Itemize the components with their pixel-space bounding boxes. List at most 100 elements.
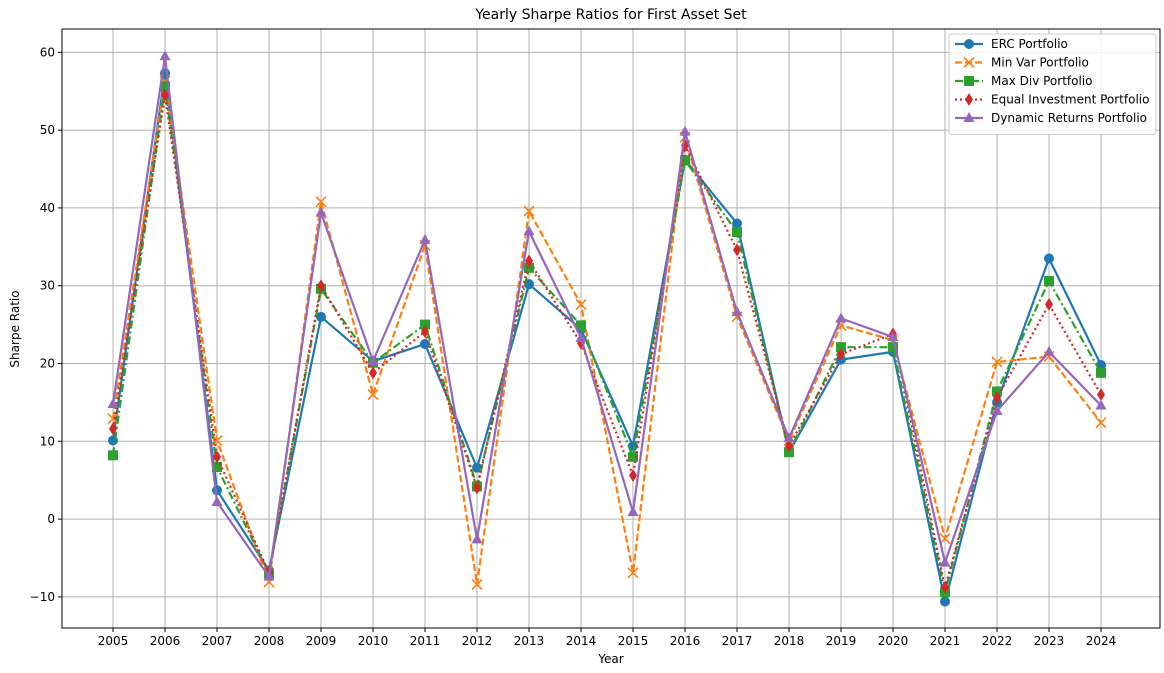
data-point (317, 279, 325, 293)
x-tick-label: 2012 (462, 634, 493, 648)
series-5 (107, 50, 1107, 581)
data-point (629, 469, 637, 483)
legend-marker (963, 56, 975, 69)
series-1 (108, 68, 1106, 607)
x-tick-label: 2015 (618, 634, 649, 648)
x-tick-label: 2009 (306, 634, 337, 648)
data-point (1044, 276, 1054, 287)
data-point (1097, 388, 1105, 402)
data-point (107, 397, 119, 408)
data-point (108, 450, 118, 461)
legend-label: Max Div Portfolio (991, 74, 1092, 88)
x-tick-label: 2014 (566, 634, 597, 648)
data-point (263, 570, 275, 581)
data-point (575, 331, 587, 342)
data-point (941, 581, 949, 595)
data-point (161, 88, 169, 102)
series-line (111, 72, 1102, 603)
series-4 (109, 88, 1105, 595)
x-tick-label: 2021 (930, 634, 961, 648)
data-point (316, 311, 326, 322)
data-point (523, 225, 535, 236)
y-tick-label: 60 (40, 45, 55, 59)
data-point (420, 319, 430, 330)
legend-label: Min Var Portfolio (991, 56, 1089, 70)
series-line (111, 80, 1102, 586)
y-tick-label: −10 (30, 590, 55, 604)
data-point (211, 495, 223, 506)
data-point (836, 342, 846, 353)
data-point (212, 461, 222, 472)
legend: ERC Portfolio Min Var Portfolio Max Div Po… (948, 33, 1157, 135)
chart-title: Yearly Sharpe Ratios for First Asset Set (474, 7, 747, 23)
x-tick-label: 2022 (982, 634, 1013, 648)
legend-marker (965, 93, 973, 106)
series-2 (107, 75, 1107, 591)
x-tick-label: 2016 (670, 634, 701, 648)
data-point (1045, 297, 1053, 311)
data-point (835, 312, 847, 323)
data-point (991, 356, 1003, 368)
data-point (679, 125, 691, 136)
x-tick-label: 2019 (826, 634, 857, 648)
data-point (627, 567, 639, 579)
data-point (733, 243, 741, 257)
data-point (732, 218, 742, 229)
legend-item: Max Div Portfolio (955, 74, 1092, 88)
x-tick-label: 2010 (358, 634, 389, 648)
data-point (991, 404, 1003, 415)
data-point (524, 262, 534, 273)
data-point (575, 298, 587, 310)
legend-item: Equal Investment Portfolio (955, 93, 1149, 107)
x-tick-label: 2008 (254, 634, 285, 648)
data-point (367, 389, 379, 401)
data-point (107, 413, 119, 425)
y-tick-label: 30 (40, 279, 55, 293)
data-point (159, 50, 171, 61)
series-line (111, 85, 1102, 594)
data-point (471, 578, 483, 591)
data-point (420, 339, 430, 350)
data-point (783, 432, 795, 443)
data-point (471, 533, 483, 544)
legend-marker (963, 112, 975, 122)
x-axis-label: Year (597, 652, 623, 666)
legend-item: Dynamic Returns Portfolio (955, 111, 1147, 125)
data-point (939, 556, 951, 567)
data-point (421, 325, 429, 339)
y-tick-label: 0 (47, 512, 55, 526)
x-tick-label: 2006 (150, 634, 181, 648)
data-point (525, 254, 533, 268)
series-3 (108, 81, 1106, 598)
y-tick-label: 20 (40, 357, 55, 371)
y-tick-label: 50 (40, 123, 55, 137)
legend-frame (948, 33, 1157, 135)
y-tick-label: 10 (40, 434, 55, 448)
x-tick-label: 2017 (722, 634, 753, 648)
series-line (111, 94, 1102, 589)
data-point (628, 451, 638, 462)
data-point (1096, 367, 1106, 378)
data-point (160, 81, 170, 92)
legend-label: ERC Portfolio (991, 37, 1068, 51)
data-point (627, 506, 639, 517)
data-point (315, 206, 327, 217)
legend-item: Min Var Portfolio (955, 56, 1089, 70)
x-tick-label: 2020 (878, 634, 909, 648)
data-point (680, 155, 690, 166)
data-point (213, 450, 221, 464)
data-point (732, 227, 742, 238)
data-point (419, 233, 431, 244)
series-line (111, 55, 1102, 578)
data-point (939, 532, 951, 545)
data-point (576, 320, 586, 331)
x-tick-label: 2024 (1086, 634, 1117, 648)
data-point (1095, 399, 1107, 410)
x-tick-label: 2023 (1034, 634, 1065, 648)
x-tick-label: 2018 (774, 634, 805, 648)
axis-layer: 2005 2006 2007 2008 2009 2010 2011 2012 2013 2014… (30, 45, 1117, 648)
data-point (473, 481, 481, 495)
data-point (369, 366, 377, 380)
